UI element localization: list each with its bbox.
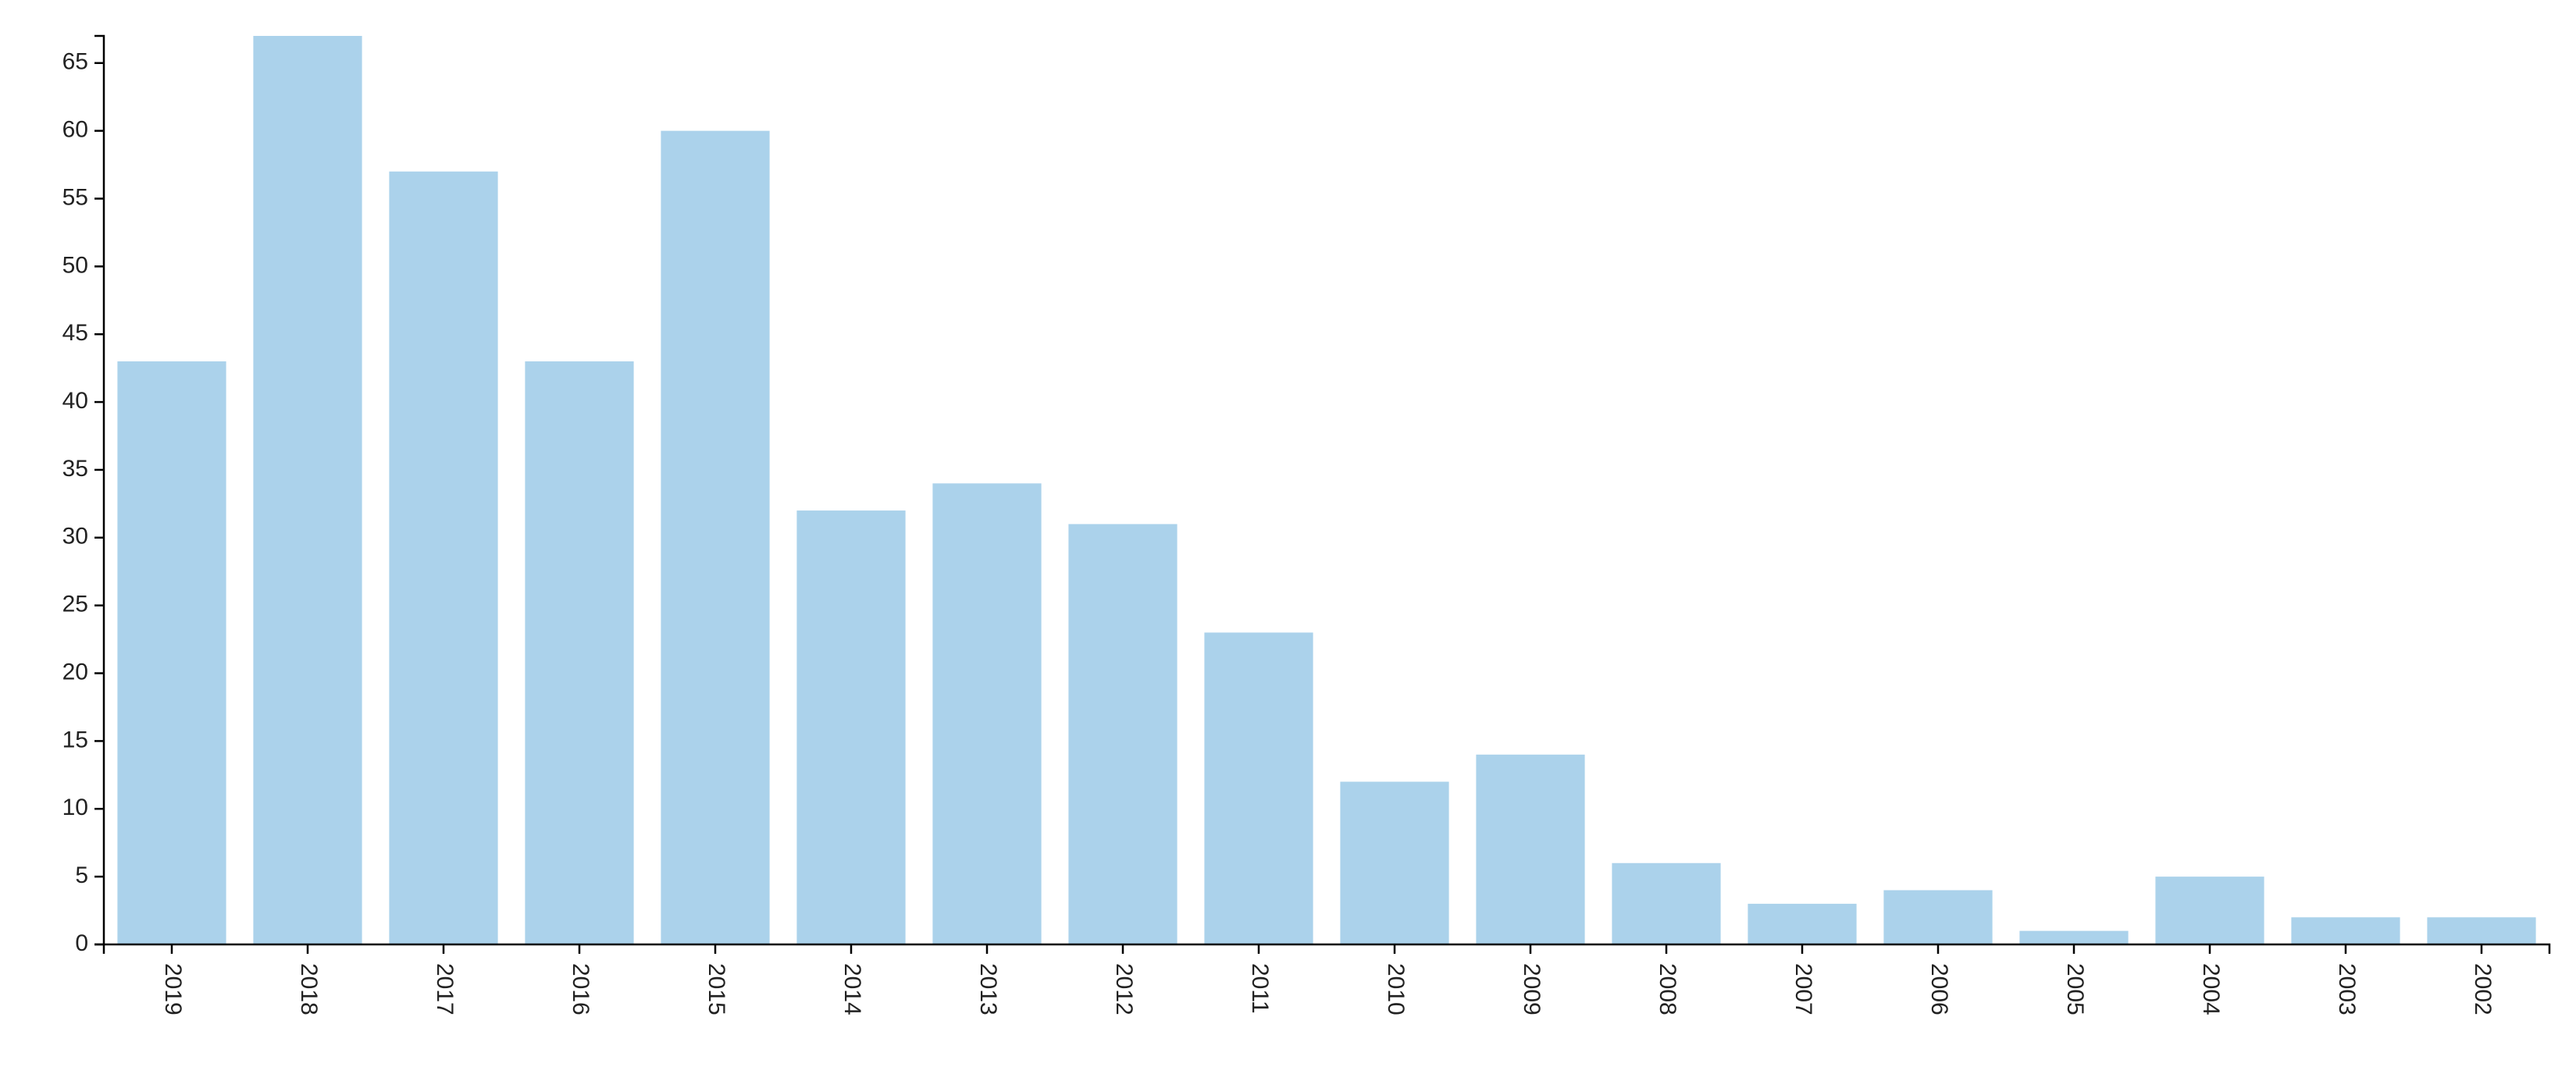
x-tick-label: 2018 xyxy=(296,963,322,1015)
x-tick-label: 2008 xyxy=(1655,963,1680,1015)
bar xyxy=(1476,754,1585,944)
y-tick-label: 35 xyxy=(62,456,88,482)
x-tick-label: 2004 xyxy=(2198,963,2224,1015)
x-tick-label: 2010 xyxy=(1383,963,1409,1015)
bar xyxy=(2155,877,2264,944)
x-tick-label: 2005 xyxy=(2062,963,2088,1015)
bar xyxy=(661,130,770,944)
y-tick-label: 30 xyxy=(62,524,88,549)
bar xyxy=(253,36,362,944)
bar xyxy=(796,510,906,944)
y-tick-label: 0 xyxy=(75,930,88,956)
bar xyxy=(1340,781,1449,944)
y-tick-label: 10 xyxy=(62,795,88,820)
bar xyxy=(2427,917,2536,944)
bar xyxy=(1068,524,1178,944)
y-tick-label: 20 xyxy=(62,659,88,685)
y-tick-label: 50 xyxy=(62,252,88,278)
x-tick-label: 2019 xyxy=(160,963,186,1015)
y-tick-label: 45 xyxy=(62,320,88,346)
x-tick-label: 2016 xyxy=(568,963,593,1015)
x-tick-label: 2013 xyxy=(975,963,1001,1015)
y-tick-label: 5 xyxy=(75,862,88,888)
bar xyxy=(1204,632,1313,944)
x-tick-label: 2012 xyxy=(1111,963,1137,1015)
bar xyxy=(117,361,226,945)
bar xyxy=(525,361,634,945)
x-tick-label: 2015 xyxy=(704,963,729,1015)
bar xyxy=(2291,917,2400,944)
x-tick-label: 2009 xyxy=(1519,963,1545,1015)
bar xyxy=(1612,862,1721,944)
y-tick-label: 40 xyxy=(62,388,88,414)
y-tick-label: 65 xyxy=(62,49,88,75)
y-tick-label: 15 xyxy=(62,727,88,752)
y-tick-label: 25 xyxy=(62,592,88,617)
y-tick-label: 60 xyxy=(62,117,88,143)
x-tick-label: 2011 xyxy=(1247,963,1273,1014)
x-tick-label: 2002 xyxy=(2470,963,2496,1015)
x-tick-label: 2006 xyxy=(1926,963,1952,1015)
bar xyxy=(1748,903,1857,944)
x-tick-label: 2007 xyxy=(1790,963,1816,1015)
bar xyxy=(2019,930,2129,944)
bar xyxy=(389,171,498,945)
y-tick-label: 55 xyxy=(62,184,88,210)
x-tick-label: 2014 xyxy=(839,963,865,1015)
bar xyxy=(932,483,1042,944)
bar xyxy=(1883,890,1993,944)
x-axis-line xyxy=(102,943,2551,954)
x-tick-label: 2017 xyxy=(432,963,458,1015)
x-tick-label: 2003 xyxy=(2334,963,2360,1015)
